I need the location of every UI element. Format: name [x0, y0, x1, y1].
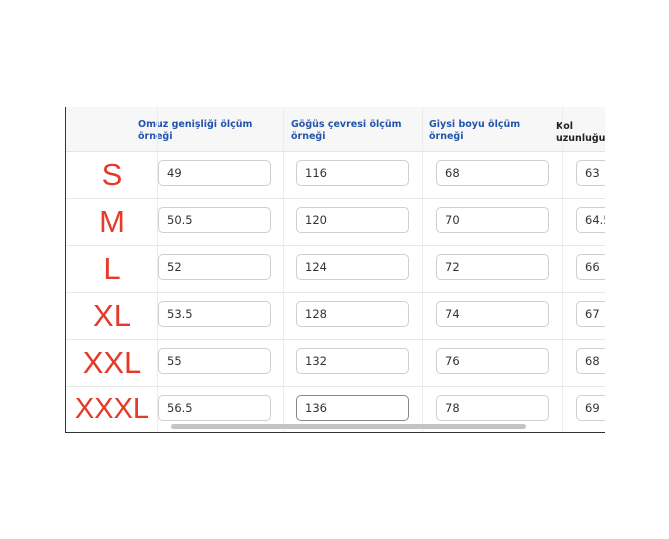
- measurement-input[interactable]: 120: [296, 207, 409, 233]
- size-label: XXL: [82, 345, 142, 380]
- measurement-input[interactable]: 52: [158, 254, 271, 280]
- table-row: XXXL 56.5 136 78 69: [66, 386, 605, 432]
- size-table: Omuz genişliği ölçüm örneği Göğüs çevres…: [65, 107, 605, 433]
- table-row: XXL 55 132 76 68: [66, 339, 605, 387]
- size-label: XXXL: [74, 393, 150, 425]
- header-chest: Göğüs çevresi ölçüm örneği: [291, 119, 402, 142]
- table-row: XL 53.5 128 74 67: [66, 292, 605, 340]
- size-label: XL: [93, 298, 131, 333]
- measurement-input[interactable]: 70: [436, 207, 549, 233]
- table-row: L 52 124 72 66: [66, 245, 605, 293]
- table-header: Omuz genişliği ölçüm örneği Göğüs çevres…: [66, 107, 605, 152]
- measurement-input[interactable]: 56.5: [158, 395, 271, 421]
- measurement-input[interactable]: 72: [436, 254, 549, 280]
- measurement-input[interactable]: 68: [576, 348, 605, 374]
- measurement-input[interactable]: 66: [576, 254, 605, 280]
- measurement-input[interactable]: 78: [436, 395, 549, 421]
- measurement-input[interactable]: 55: [158, 348, 271, 374]
- horizontal-scrollbar[interactable]: [171, 424, 526, 429]
- measurement-input[interactable]: 116: [296, 160, 409, 186]
- header-sleeve: Kol uzunluğu: [556, 121, 605, 144]
- table-row: S 49 116 68 63: [66, 151, 605, 199]
- measurement-input[interactable]: 49: [158, 160, 271, 186]
- size-label: M: [99, 204, 125, 239]
- measurement-input[interactable]: 67: [576, 301, 605, 327]
- measurement-input[interactable]: 128: [296, 301, 409, 327]
- measurement-input[interactable]: 74: [436, 301, 549, 327]
- measurement-input[interactable]: 53.5: [158, 301, 271, 327]
- measurement-input[interactable]: 50.5: [158, 207, 271, 233]
- measurement-input[interactable]: 76: [436, 348, 549, 374]
- measurement-input[interactable]: 69: [576, 395, 605, 421]
- header-shoulder-width: Omuz genişliği ölçüm örneği: [138, 119, 253, 142]
- table-row: M 50.5 120 70 64.5: [66, 198, 605, 246]
- size-label: L: [103, 251, 121, 286]
- measurement-input[interactable]: 132: [296, 348, 409, 374]
- measurement-input[interactable]: 68: [436, 160, 549, 186]
- measurement-input[interactable]: 64.5: [576, 207, 605, 233]
- measurement-input[interactable]: 124: [296, 254, 409, 280]
- header-length: Giysi boyu ölçüm örneği: [429, 119, 521, 142]
- size-label: S: [101, 157, 123, 192]
- measurement-input[interactable]: 63: [576, 160, 605, 186]
- measurement-input[interactable]: 136: [296, 395, 409, 421]
